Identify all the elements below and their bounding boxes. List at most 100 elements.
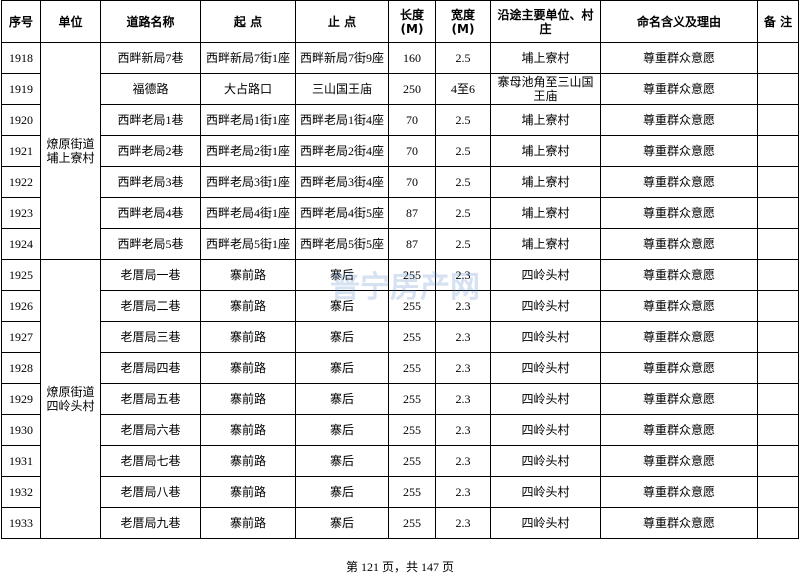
table-cell: 老厝局六巷 xyxy=(100,414,201,446)
table-cell: 四岭头村 xyxy=(490,321,601,353)
table-cell: 2.5 xyxy=(435,166,491,198)
table-cell: 寨后 xyxy=(295,383,389,415)
cell-line: 埔上寮村 xyxy=(46,151,95,165)
table-cell: 西畔新局7街1座 xyxy=(200,42,296,74)
table-cell: 1922 xyxy=(1,166,41,198)
table-cell: 老厝局三巷 xyxy=(100,321,201,353)
table-cell: 2.5 xyxy=(435,42,491,74)
note-cell xyxy=(757,476,799,508)
table-row: 1929 老厝局五巷 寨前路 寨后 255 2.3 四岭头村 尊重群众意愿 xyxy=(1,383,799,415)
table-cell: 西畔老局5巷 xyxy=(100,228,201,260)
table-cell: 寨前路 xyxy=(200,321,296,353)
header-cell: 单位 xyxy=(40,0,101,43)
table-row: 1921 西畔老局2巷 西畔老局2街1座 西畔老局2街4座 70 2.5 埔上寮村 尊重群众意… xyxy=(1,135,799,167)
cell-line: 四岭头村 xyxy=(46,399,95,413)
table-cell: 四岭头村 xyxy=(490,507,601,539)
note-cell xyxy=(757,383,799,415)
table-cell: 四岭头村 xyxy=(490,414,601,446)
table-cell: 1925 xyxy=(1,259,41,291)
table-cell: 寨后 xyxy=(295,476,389,508)
table-cell: 255 xyxy=(388,445,436,477)
header-row: 序号 单位 道路名称起 点止 点长度 (M) 宽度 (M) 沿途主要单位、村庄命名含义及理由… xyxy=(1,0,799,43)
table-cell: 西畔老局4街1座 xyxy=(200,197,296,229)
table-cell: 尊重群众意愿 xyxy=(600,476,758,508)
table-cell: 寨后 xyxy=(295,321,389,353)
table-cell: 1918 xyxy=(1,42,41,74)
header-cell: 起 点 xyxy=(200,0,296,43)
table-cell: 1921 xyxy=(1,135,41,167)
table-row: 1928 老厝局四巷 寨前路 寨后 255 2.3 四岭头村 尊重群众意愿 xyxy=(1,352,799,384)
note-cell xyxy=(757,290,799,322)
table-cell: 255 xyxy=(388,321,436,353)
table-cell: 四岭头村 xyxy=(490,352,601,384)
table-cell: 埔上寮村 xyxy=(490,135,601,167)
table-cell: 1932 xyxy=(1,476,41,508)
table-cell: 尊重群众意愿 xyxy=(600,507,758,539)
table-cell: 寨后 xyxy=(295,414,389,446)
table-cell: 西畔老局5街1座 xyxy=(200,228,296,260)
table-cell: 2.3 xyxy=(435,414,491,446)
table-row: 1933 老厝局九巷 寨前路 寨后 255 2.3 四岭头村 尊重群众意愿 xyxy=(1,507,799,539)
table-cell: 寨前路 xyxy=(200,414,296,446)
table-cell: 70 xyxy=(388,135,436,167)
note-cell xyxy=(757,507,799,539)
table-cell: 2.3 xyxy=(435,290,491,322)
table-cell: 1933 xyxy=(1,507,41,539)
table-cell: 1930 xyxy=(1,414,41,446)
table-cell: 1926 xyxy=(1,290,41,322)
table-cell: 尊重群众意愿 xyxy=(600,352,758,384)
note-cell xyxy=(757,42,799,74)
table-cell: 寨后 xyxy=(295,507,389,539)
table-cell: 老厝局九巷 xyxy=(100,507,201,539)
table-body: 1918 燎原街道 埔上寮村 西畔新局7巷 西畔新局7街1座 西畔新局7街9座 160 2.5… xyxy=(1,42,799,539)
note-cell xyxy=(757,414,799,446)
table-cell: 尊重群众意愿 xyxy=(600,166,758,198)
cell-line: 燎原街道 xyxy=(46,385,95,399)
table-cell: 西畔老局1街4座 xyxy=(295,104,389,136)
table-cell: 1929 xyxy=(1,383,41,415)
table-cell: 西畔老局3街1座 xyxy=(200,166,296,198)
table-row: 1919 福德路 大占路口 三山国王庙 250 4至6 寨母池角至三山国王庙 尊重群众意愿 xyxy=(1,73,799,105)
table-cell: 尊重群众意愿 xyxy=(600,383,758,415)
table-cell: 寨前路 xyxy=(200,476,296,508)
cell-line: 起 点 xyxy=(233,14,263,29)
table-cell: 寨前路 xyxy=(200,352,296,384)
table-cell: 老厝局一巷 xyxy=(100,259,201,291)
table-cell: 埔上寮村 xyxy=(490,166,601,198)
table-cell: 255 xyxy=(388,259,436,291)
table-cell: 寨后 xyxy=(295,352,389,384)
table-cell: 四岭头村 xyxy=(490,383,601,415)
table-cell: 西畔新局7街9座 xyxy=(295,42,389,74)
road-table: 序号 单位 道路名称起 点止 点长度 (M) 宽度 (M) 沿途主要单位、村庄命名含义及理由… xyxy=(1,0,799,539)
table-cell: 埔上寮村 xyxy=(490,197,601,229)
table-cell: 西畔老局5街5座 xyxy=(295,228,389,260)
table-cell: 160 xyxy=(388,42,436,74)
table-row: 1930 老厝局六巷 寨前路 寨后 255 2.3 四岭头村 尊重群众意愿 xyxy=(1,414,799,446)
header-cell: 道路名称 xyxy=(100,0,201,43)
table-cell: 寨后 xyxy=(295,445,389,477)
table-row: 1918 燎原街道 埔上寮村 西畔新局7巷 西畔新局7街1座 西畔新局7街9座 160 2.5… xyxy=(1,42,799,260)
table-row: 1932 老厝局八巷 寨前路 寨后 255 2.3 四岭头村 尊重群众意愿 xyxy=(1,476,799,508)
table-cell: 西畔老局1街1座 xyxy=(200,104,296,136)
unit-cell: 燎原街道 埔上寮村 xyxy=(40,42,101,260)
table-cell: 1927 xyxy=(1,321,41,353)
table-cell: 尊重群众意愿 xyxy=(600,290,758,322)
table-cell: 西畔老局2街4座 xyxy=(295,135,389,167)
table-cell: 尊重群众意愿 xyxy=(600,135,758,167)
note-cell xyxy=(757,321,799,353)
table-cell: 尊重群众意愿 xyxy=(600,259,758,291)
table-cell: 老厝局八巷 xyxy=(100,476,201,508)
table-cell: 四岭头村 xyxy=(490,259,601,291)
cell-line: 燎原街道 xyxy=(46,137,95,151)
note-cell xyxy=(757,352,799,384)
header-cell: 宽度 (M) xyxy=(435,0,491,43)
header-cell: 沿途主要单位、村庄 xyxy=(490,0,601,43)
table-cell: 三山国王庙 xyxy=(295,73,389,105)
unit-cell: 燎原街道 四岭头村 xyxy=(40,259,101,539)
table-cell: 尊重群众意愿 xyxy=(600,73,758,105)
cell-line: 序号 xyxy=(8,14,33,29)
header-cell: 长度 (M) xyxy=(388,0,436,43)
header-cell: 止 点 xyxy=(295,0,389,43)
note-cell xyxy=(757,73,799,105)
